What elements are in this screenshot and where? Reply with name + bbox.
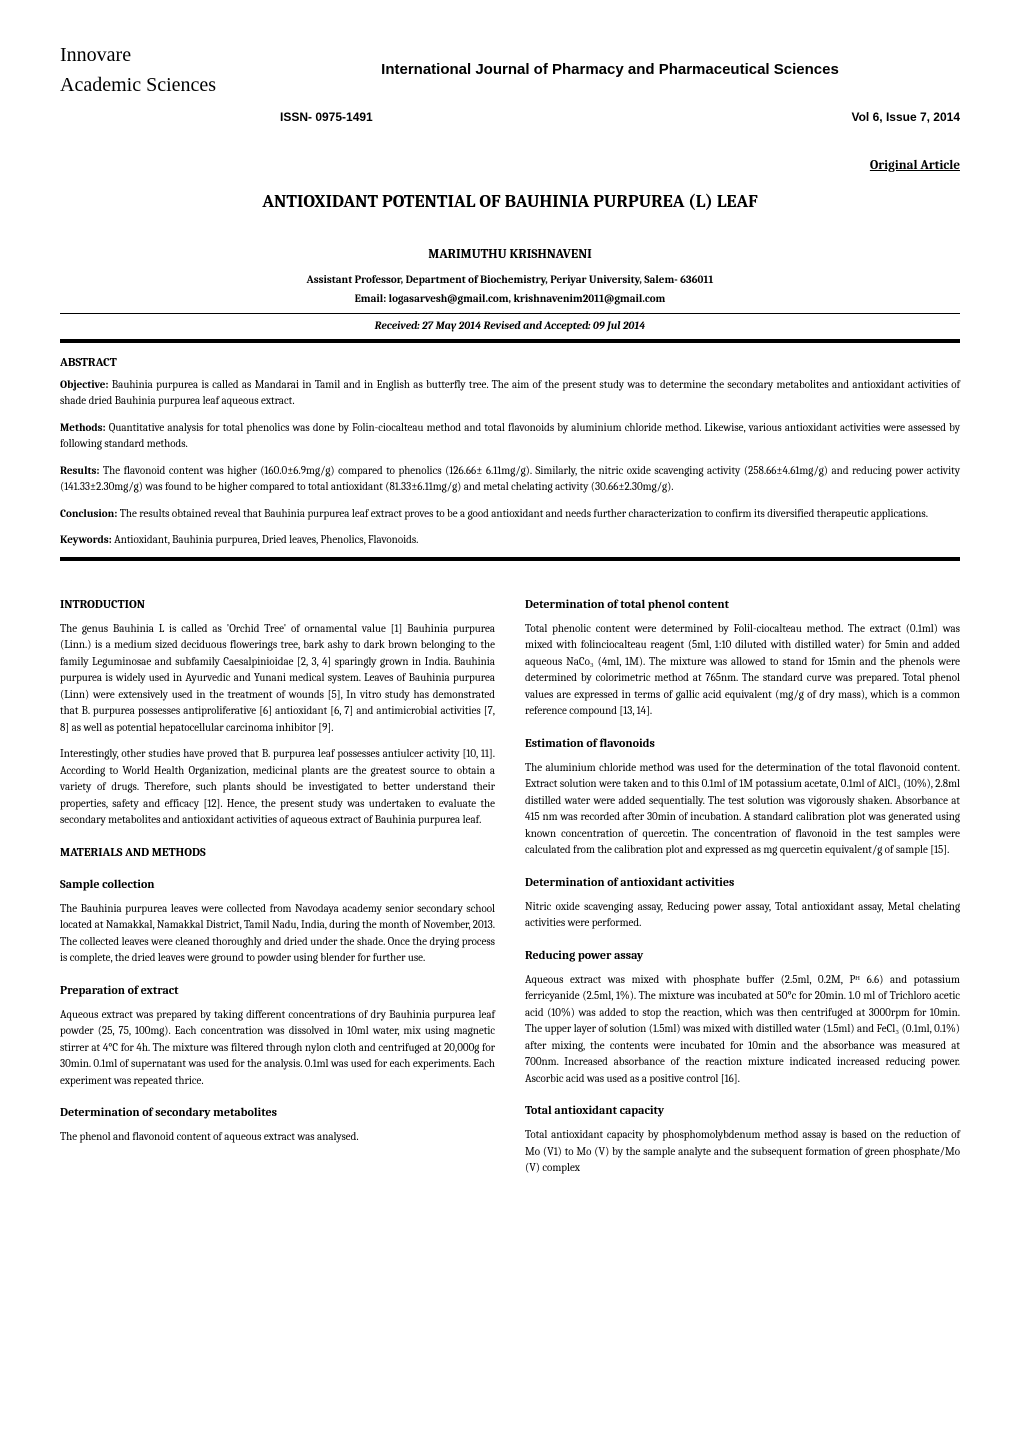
right-column: Determination of total phenol content To… — [525, 581, 960, 1187]
antioxidant-activities-heading: Determination of antioxidant activities — [525, 873, 960, 891]
intro-para-1: The genus Bauhinia L is called as 'Orchi… — [60, 621, 495, 737]
abstract-methods: Methods: Quantitative analysis for total… — [60, 420, 960, 453]
sample-collection-heading: Sample collection — [60, 875, 495, 893]
conclusion-label: Conclusion: — [60, 507, 117, 520]
objective-label: Objective: — [60, 378, 108, 391]
left-column: INTRODUCTION The genus Bauhinia L is cal… — [60, 581, 495, 1187]
materials-methods-heading: MATERIALS AND METHODS — [60, 843, 495, 861]
preparation-para: Aqueous extract was prepared by taking d… — [60, 1007, 495, 1090]
secondary-metabolites-para: The phenol and flavonoid content of aque… — [60, 1129, 495, 1146]
publisher-block: Innovare Academic Sciences — [60, 40, 260, 100]
total-antioxidant-para: Total antioxidant capacity by phosphomol… — [525, 1127, 960, 1177]
reducing-power-para: Aqueous extract was mixed with phosphate… — [525, 972, 960, 1088]
keywords-text: Antioxidant, Bauhinia purpurea, Dried le… — [112, 533, 419, 546]
two-column-body: INTRODUCTION The genus Bauhinia L is cal… — [60, 581, 960, 1187]
keywords: Keywords: Antioxidant, Bauhinia purpurea… — [60, 532, 960, 549]
methods-label: Methods: — [60, 421, 106, 434]
volume-issue: Vol 6, Issue 7, 2014 — [851, 108, 960, 126]
abstract-results: Results: The flavonoid content was highe… — [60, 463, 960, 496]
journal-title: International Journal of Pharmacy and Ph… — [260, 59, 960, 82]
flavonoids-para: The aluminium chloride method was used f… — [525, 760, 960, 859]
author: MARIMUTHU KRISHNAVENI — [60, 245, 960, 265]
reducing-power-heading: Reducing power assay — [525, 946, 960, 964]
abstract-objective: Objective: Bauhinia purpurea is called a… — [60, 377, 960, 410]
paper-title: ANTIOXIDANT POTENTIAL OF BAUHINIA PURPUR… — [60, 188, 960, 215]
results-label: Results: — [60, 464, 99, 477]
article-type: Original Article — [60, 156, 960, 176]
results-text: The flavonoid content was higher (160.0±… — [60, 464, 960, 494]
issn: ISSN- 0975-1491 — [280, 108, 373, 126]
antioxidant-activities-para: Nitric oxide scavenging assay, Reducing … — [525, 899, 960, 932]
conclusion-text: The results obtained reveal that Bauhini… — [117, 507, 928, 520]
total-phenol-heading: Determination of total phenol content — [525, 595, 960, 613]
email: Email: logasarvesh@gmail.com, krishnaven… — [60, 291, 960, 308]
secondary-metabolites-heading: Determination of secondary metabolites — [60, 1103, 495, 1121]
total-antioxidant-heading: Total antioxidant capacity — [525, 1101, 960, 1119]
abstract-heading: ABSTRACT — [60, 353, 960, 371]
introduction-heading: INTRODUCTION — [60, 595, 495, 613]
divider-rule — [60, 557, 960, 561]
publisher-line2: Academic Sciences — [60, 70, 260, 100]
total-phenol-para: Total phenolic content were determined b… — [525, 621, 960, 720]
preparation-heading: Preparation of extract — [60, 981, 495, 999]
publisher-line1: Innovare — [60, 40, 260, 70]
sample-collection-para: The Bauhinia purpurea leaves were collec… — [60, 901, 495, 967]
affiliation: Assistant Professor, Department of Bioch… — [60, 272, 960, 289]
received-accepted-dates: Received: 27 May 2014 Revised and Accept… — [60, 313, 960, 343]
subheader-row: ISSN- 0975-1491 Vol 6, Issue 7, 2014 — [60, 108, 960, 126]
keywords-label: Keywords: — [60, 533, 112, 546]
methods-text: Quantitative analysis for total phenolic… — [60, 421, 960, 451]
intro-para-2: Interestingly, other studies have proved… — [60, 746, 495, 829]
header-row: Innovare Academic Sciences International… — [60, 40, 960, 100]
flavonoids-heading: Estimation of flavonoids — [525, 734, 960, 752]
abstract-conclusion: Conclusion: The results obtained reveal … — [60, 506, 960, 523]
objective-text: Bauhinia purpurea is called as Mandarai … — [60, 378, 960, 408]
